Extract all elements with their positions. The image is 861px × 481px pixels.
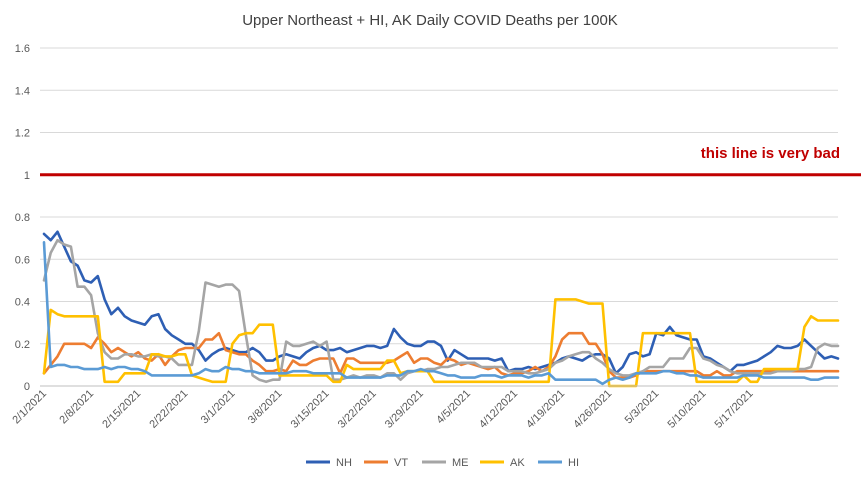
x-tick-label: 4/26/2021 xyxy=(571,388,614,431)
y-tick-label: 1.2 xyxy=(15,128,30,140)
x-tick-label: 3/1/2021 xyxy=(199,388,238,427)
series-line-vt xyxy=(42,331,840,379)
series-lines xyxy=(42,230,840,388)
series-line-nh xyxy=(42,230,840,375)
y-tick-label: 0.6 xyxy=(15,254,30,266)
x-tick-label: 2/1/2021 xyxy=(10,388,49,427)
y-tick-label: 0.2 xyxy=(15,339,30,351)
y-tick-label: 0 xyxy=(24,381,30,393)
x-tick-label: 3/8/2021 xyxy=(246,388,285,427)
y-tick-label: 0.4 xyxy=(15,297,30,309)
x-tick-label: 3/29/2021 xyxy=(383,388,426,431)
x-tick-label: 5/10/2021 xyxy=(665,388,708,431)
legend-label-ak: AK xyxy=(510,457,525,469)
legend: NH VT ME AK HI xyxy=(306,457,579,469)
x-tick-label: 3/22/2021 xyxy=(336,388,379,431)
y-tick-label: 0.8 xyxy=(15,212,30,224)
x-tick-label: 4/19/2021 xyxy=(524,388,567,431)
reference-line-label: this line is very bad xyxy=(701,145,840,162)
x-tick-label: 5/17/2021 xyxy=(713,388,756,431)
series-line-hi xyxy=(42,241,840,386)
y-tick-label: 1 xyxy=(24,170,30,182)
chart-title: Upper Northeast + HI, AK Daily COVID Dea… xyxy=(242,12,618,29)
legend-label-hi: HI xyxy=(568,457,579,469)
legend-label-me: ME xyxy=(452,457,469,469)
x-tick-label: 5/3/2021 xyxy=(623,388,662,427)
y-axis-ticks: 0 0.2 0.4 0.6 0.8 1 1.2 1.4 1.6 xyxy=(15,43,30,393)
x-tick-label: 2/15/2021 xyxy=(100,388,143,431)
x-tick-label: 3/15/2021 xyxy=(289,388,332,431)
x-tick-label: 4/12/2021 xyxy=(477,388,520,431)
legend-label-vt: VT xyxy=(394,457,408,469)
x-tick-label: 2/22/2021 xyxy=(147,388,190,431)
series-line-me xyxy=(42,238,840,384)
reference-line-group: this line is very bad xyxy=(40,145,861,177)
y-tick-label: 1.4 xyxy=(15,85,30,97)
x-axis: 2/1/2021 2/8/2021 2/15/2021 2/22/2021 3/1/20… xyxy=(10,385,838,431)
series-line-ak xyxy=(42,298,840,388)
y-tick-label: 1.6 xyxy=(15,43,30,55)
x-tick-label: 2/8/2021 xyxy=(57,388,96,427)
legend-label-nh: NH xyxy=(336,457,352,469)
gridlines xyxy=(40,47,838,387)
x-tick-label: 4/5/2021 xyxy=(434,388,473,427)
